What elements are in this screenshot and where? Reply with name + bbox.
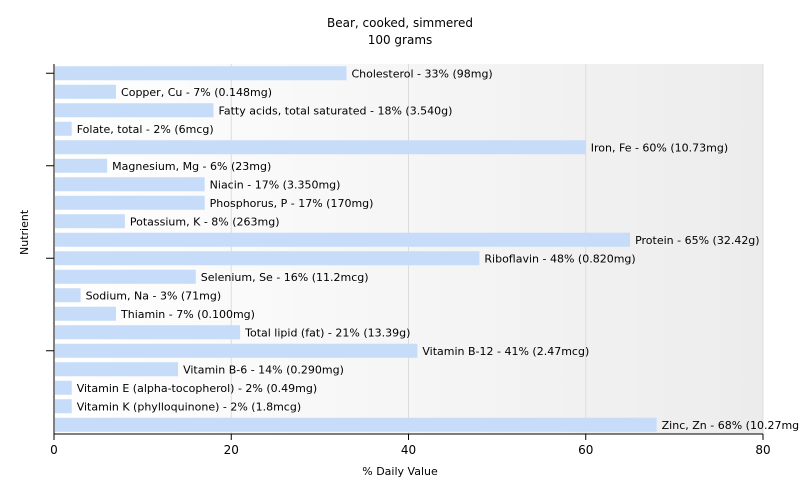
bar-label: Thiamin - 7% (0.100mg)	[120, 308, 255, 321]
bar-label: Total lipid (fat) - 21% (13.39g)	[244, 326, 410, 339]
bar-label: Fatty acids, total saturated - 18% (3.54…	[219, 104, 453, 117]
bar	[55, 84, 117, 99]
x-tick-label: 80	[755, 443, 770, 457]
bar	[55, 140, 586, 155]
bar	[55, 66, 347, 81]
bar	[55, 214, 125, 229]
bar	[55, 362, 179, 377]
bar-label: Vitamin E (alpha-tocopherol) - 2% (0.49m…	[77, 382, 317, 395]
bar	[55, 399, 72, 414]
bar-label: Magnesium, Mg - 6% (23mg)	[112, 160, 271, 173]
bar-label: Vitamin B-6 - 14% (0.290mg)	[183, 363, 344, 376]
chart-title: Bear, cooked, simmered	[327, 16, 473, 30]
bar-label: Phosphorus, P - 17% (170mg)	[210, 197, 374, 210]
bar-label: Folate, total - 2% (6mcg)	[77, 123, 214, 136]
bar	[55, 269, 196, 284]
chart-subtitle: 100 grams	[367, 33, 433, 47]
bar-label: Niacin - 17% (3.350mg)	[210, 178, 341, 191]
bar-label: Selenium, Se - 16% (11.2mcg)	[201, 271, 369, 284]
bar-label: Zinc, Zn - 68% (10.27mg)	[662, 419, 800, 432]
bar-label: Potassium, K - 8% (263mg)	[130, 215, 280, 228]
bar	[55, 343, 418, 358]
bar	[55, 417, 657, 432]
x-tick-label: 40	[401, 443, 416, 457]
bar	[55, 306, 117, 321]
bar	[55, 103, 214, 118]
bar-label: Riboflavin - 48% (0.820mg)	[484, 252, 635, 265]
bar	[55, 232, 631, 247]
bar	[55, 177, 205, 192]
bar	[55, 158, 108, 173]
x-tick-label: 60	[578, 443, 593, 457]
bar	[55, 325, 241, 340]
bar	[55, 121, 72, 136]
bar	[55, 380, 72, 395]
y-axis-label: Nutrient	[18, 209, 31, 255]
bar-label: Cholesterol - 33% (98mg)	[351, 67, 492, 80]
bar-label: Protein - 65% (32.42g)	[635, 234, 760, 247]
bar-label: Sodium, Na - 3% (71mg)	[86, 289, 222, 302]
bar-label: Vitamin K (phylloquinone) - 2% (1.8mcg)	[77, 400, 301, 413]
bar	[55, 288, 81, 303]
bar	[55, 195, 205, 210]
bar	[55, 251, 480, 266]
bar-label: Copper, Cu - 7% (0.148mg)	[121, 86, 272, 99]
x-axis-label: % Daily Value	[362, 465, 438, 478]
bar-label: Vitamin B-12 - 41% (2.47mcg)	[422, 345, 589, 358]
x-tick-label: 0	[50, 443, 58, 457]
bar-label: Iron, Fe - 60% (10.73mg)	[591, 141, 728, 154]
x-tick-label: 20	[224, 443, 239, 457]
